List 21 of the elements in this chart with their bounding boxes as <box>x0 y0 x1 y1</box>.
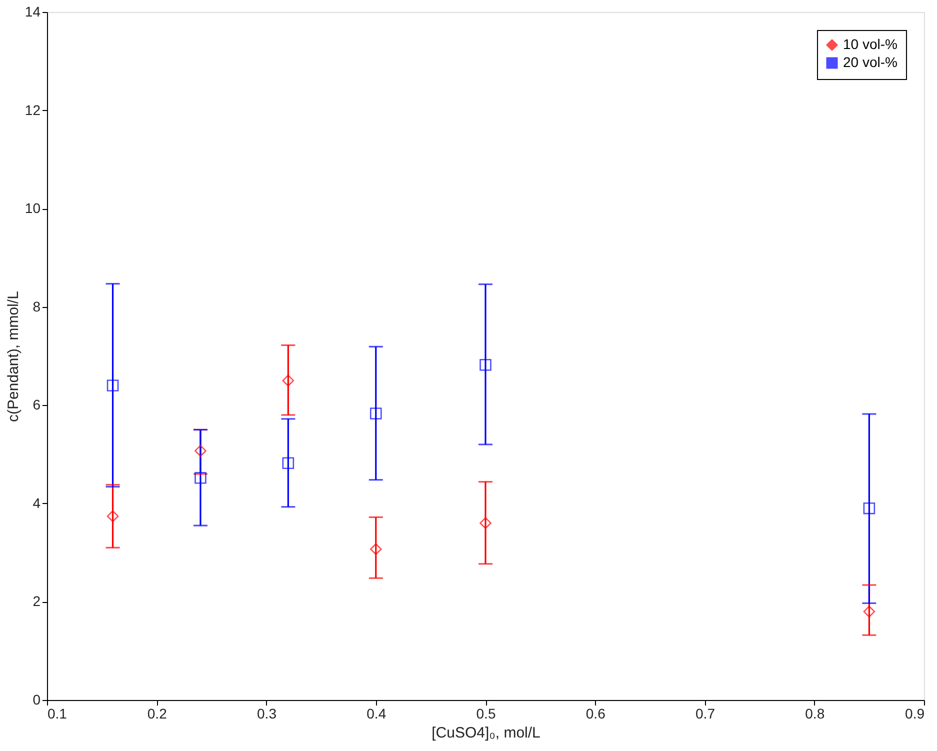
x-tick-label: 0.1 <box>48 706 68 722</box>
y-tick-label: 8 <box>32 298 41 314</box>
y-tick-label: 10 <box>24 200 41 216</box>
y-tick-label: 6 <box>32 396 41 413</box>
x-tick-label: 0.6 <box>586 706 606 722</box>
x-tick-label: 0.3 <box>257 706 277 722</box>
legend-label: 10 vol-% <box>843 36 898 52</box>
legend-label: 20 vol-% <box>843 54 898 70</box>
x-tick-label: 0.9 <box>905 706 925 722</box>
x-tick-label: 0.8 <box>805 706 825 722</box>
y-tick-label: 0 <box>32 692 41 708</box>
y-tick-label: 2 <box>32 593 41 610</box>
x-tick-label: 0.7 <box>696 706 716 722</box>
x-tick-label: 0.2 <box>147 706 168 722</box>
x-tick-label: 0.5 <box>476 706 496 722</box>
y-tick-label: 12 <box>24 102 41 118</box>
x-axis-title: [CuSO4]₀, mol/L <box>432 724 540 742</box>
y-axis-title: c(Pendant), mmol/L <box>4 291 22 422</box>
y-tick-label: 4 <box>32 494 41 511</box>
y-tick-label: 14 <box>24 4 41 20</box>
x-tick-label: 0.4 <box>366 706 386 722</box>
